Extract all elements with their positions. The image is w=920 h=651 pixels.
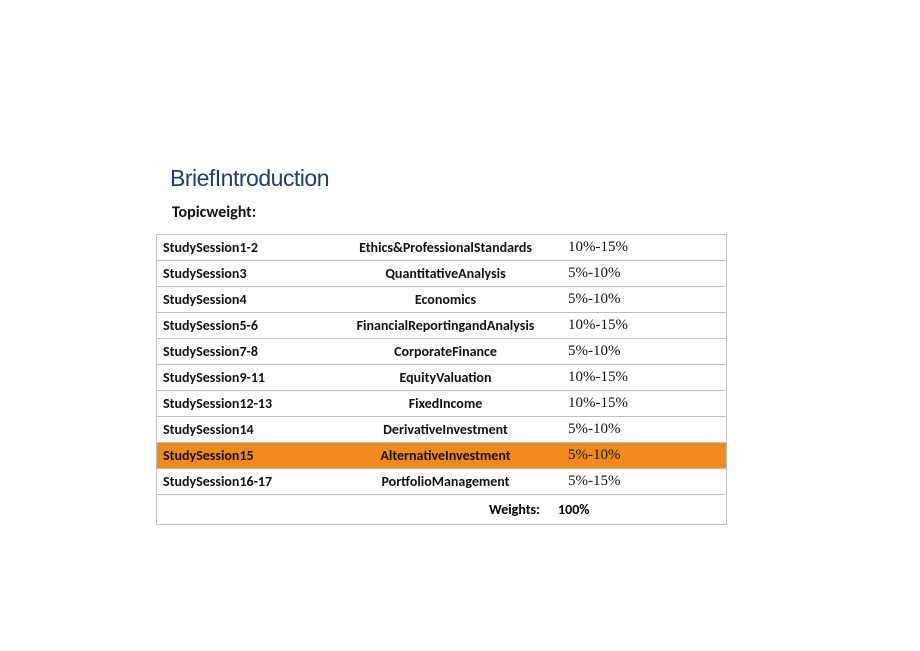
- subtitle: Topicweight:: [172, 203, 256, 222]
- totals-label: Weights:: [163, 501, 558, 518]
- cell-weight: 5%-10%: [558, 447, 708, 464]
- page: BriefIntroduction Topicweight: StudySess…: [0, 0, 920, 651]
- cell-weight: 5%-10%: [558, 265, 708, 282]
- cell-topic: CorporateFinance: [333, 343, 558, 360]
- cell-session: StudySession4: [163, 291, 333, 308]
- cell-session: StudySession3: [163, 265, 333, 282]
- totals-row: Weights: 100%: [157, 495, 726, 524]
- cell-topic: EquityValuation: [333, 369, 558, 386]
- cell-session: StudySession16-17: [163, 473, 333, 490]
- cell-session: StudySession5-6: [163, 317, 333, 334]
- cell-weight: 10%-15%: [558, 317, 708, 334]
- cell-session: StudySession12-13: [163, 395, 333, 412]
- cell-weight: 10%-15%: [558, 239, 708, 256]
- cell-topic: PortfolioManagement: [333, 473, 558, 490]
- table-row: StudySession4 Economics 5%-10%: [157, 287, 726, 313]
- cell-topic: Ethics&ProfessionalStandards: [333, 239, 558, 256]
- cell-session: StudySession14: [163, 421, 333, 438]
- page-title: BriefIntroduction: [170, 165, 329, 192]
- cell-weight: 10%-15%: [558, 369, 708, 386]
- cell-weight: 10%-15%: [558, 395, 708, 412]
- table-row: StudySession3 QuantitativeAnalysis 5%-10…: [157, 261, 726, 287]
- cell-weight: 5%-10%: [558, 343, 708, 360]
- cell-topic: FixedIncome: [333, 395, 558, 412]
- table-row: StudySession9-11 EquityValuation 10%-15%: [157, 365, 726, 391]
- totals-value: 100%: [558, 501, 628, 518]
- table-row: StudySession12-13 FixedIncome 10%-15%: [157, 391, 726, 417]
- cell-topic: AlternativeInvestment: [333, 447, 558, 464]
- cell-session: StudySession9-11: [163, 369, 333, 386]
- cell-weight: 5%-10%: [558, 291, 708, 308]
- cell-weight: 5%-15%: [558, 473, 708, 490]
- topic-weight-table: StudySession1-2 Ethics&ProfessionalStand…: [156, 234, 727, 525]
- cell-topic: FinancialReportingandAnalysis: [333, 317, 558, 334]
- cell-session: StudySession1-2: [163, 239, 333, 256]
- cell-topic: QuantitativeAnalysis: [333, 265, 558, 282]
- table-row: StudySession14 DerivativeInvestment 5%-1…: [157, 417, 726, 443]
- table-row: StudySession1-2 Ethics&ProfessionalStand…: [157, 235, 726, 261]
- cell-topic: Economics: [333, 291, 558, 308]
- cell-session: StudySession15: [163, 447, 333, 464]
- table-row: StudySession7-8 CorporateFinance 5%-10%: [157, 339, 726, 365]
- table-row: StudySession16-17 PortfolioManagement 5%…: [157, 469, 726, 495]
- table-row: StudySession5-6 FinancialReportingandAna…: [157, 313, 726, 339]
- cell-session: StudySession7-8: [163, 343, 333, 360]
- cell-topic: DerivativeInvestment: [333, 421, 558, 438]
- cell-weight: 5%-10%: [558, 421, 708, 438]
- table-row-highlighted: StudySession15 AlternativeInvestment 5%-…: [157, 443, 726, 469]
